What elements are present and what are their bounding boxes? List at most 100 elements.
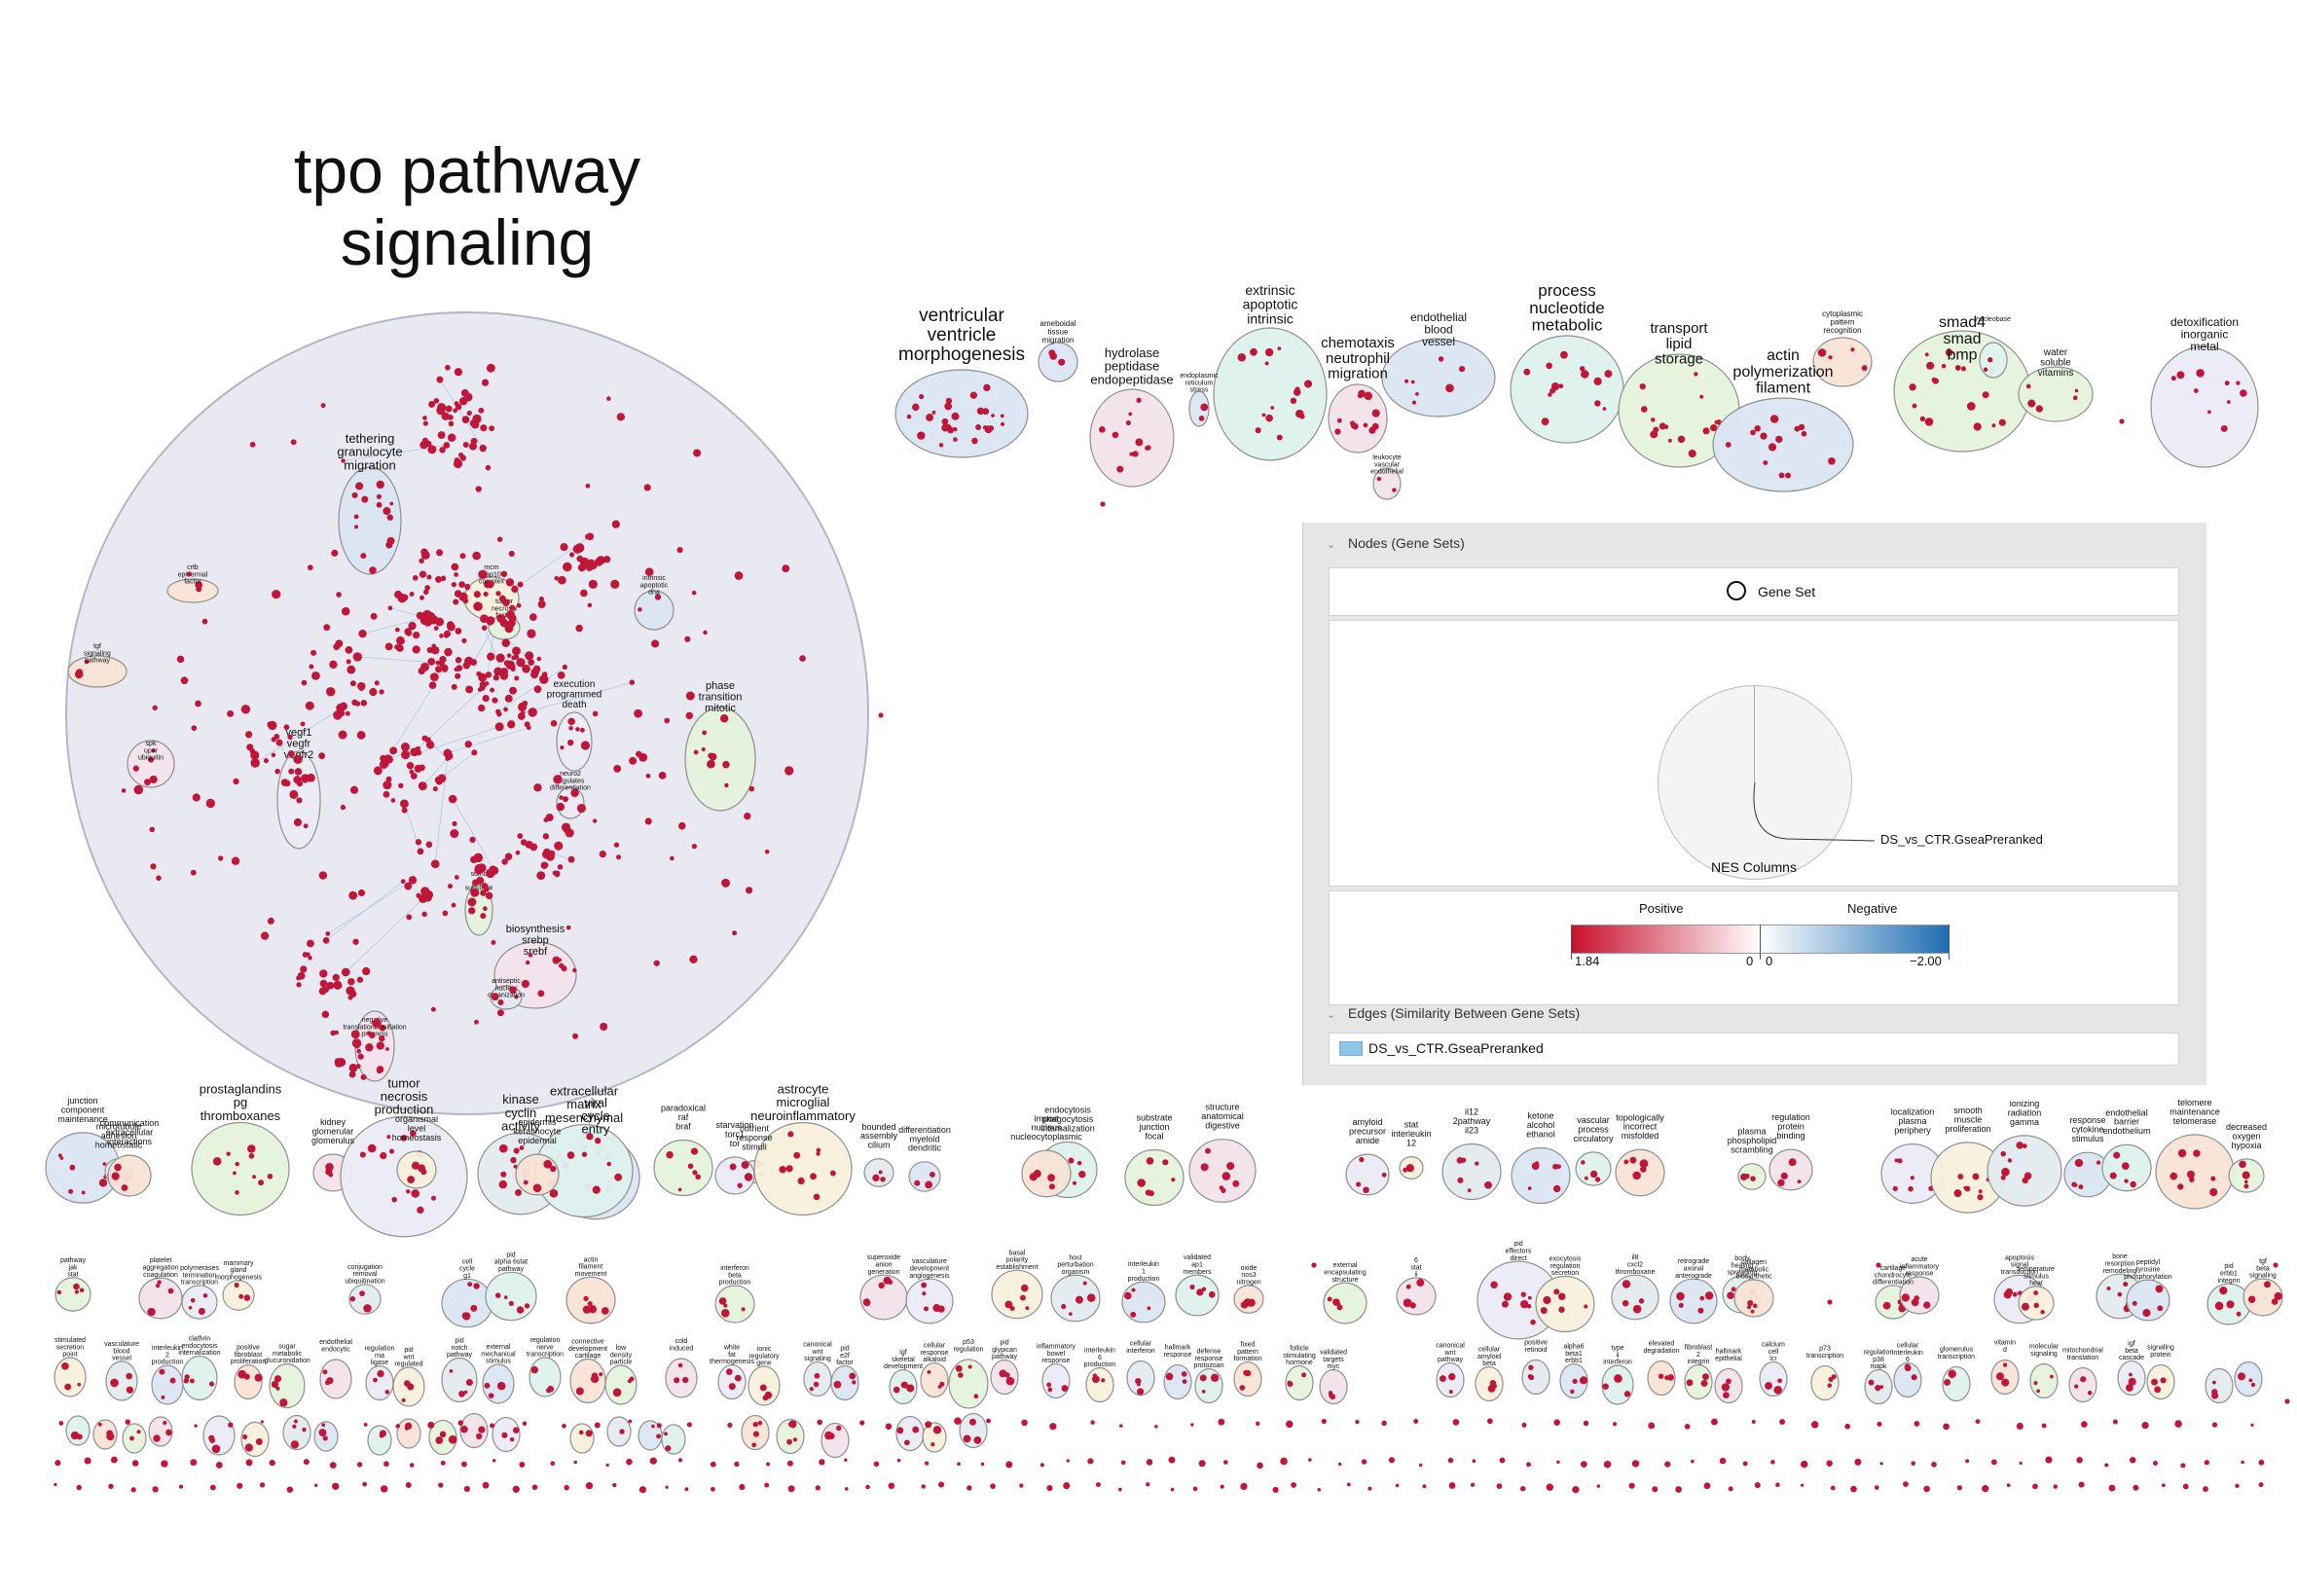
singleton-node xyxy=(2141,1421,2149,1430)
cluster-node xyxy=(1467,1188,1472,1192)
gene-set-node xyxy=(307,564,313,571)
singleton-node xyxy=(130,1487,136,1493)
gene-set-node xyxy=(592,818,598,823)
cluster-label: organismal level homeostasis xyxy=(392,1114,442,1143)
gene-set-node xyxy=(430,646,440,655)
singleton-node xyxy=(438,1482,444,1488)
gene-set-node xyxy=(231,856,240,865)
bottom-cluster xyxy=(1615,1148,1665,1197)
cluster-node xyxy=(106,1430,114,1437)
main-cluster-circle[interactable] xyxy=(65,311,869,1115)
gene-set-node xyxy=(522,664,530,673)
gene-set-node xyxy=(338,730,347,740)
gene-set-node xyxy=(272,589,281,599)
cluster-node xyxy=(1404,379,1409,383)
singleton-node xyxy=(1583,1420,1589,1427)
cluster-node xyxy=(418,1164,426,1173)
cluster-node xyxy=(1699,394,1704,399)
cluster-node xyxy=(149,775,158,783)
cluster-node xyxy=(1523,368,1531,376)
gene-set-node xyxy=(485,671,492,678)
gene-set-node xyxy=(398,782,404,788)
top-cluster xyxy=(1328,383,1388,453)
singleton-node xyxy=(2045,1456,2053,1464)
gene-set-node xyxy=(492,674,499,681)
nodes-section-header[interactable]: ⌄ Nodes (Gene Sets) xyxy=(1327,535,1465,551)
network-edge xyxy=(254,707,343,764)
cluster-node xyxy=(953,426,958,432)
cluster-node xyxy=(1978,1189,1983,1194)
cluster-node xyxy=(1702,1373,1709,1381)
gene-set-node xyxy=(600,1022,608,1031)
cluster-node xyxy=(512,1427,520,1433)
gene-set-node xyxy=(275,739,283,746)
singleton-nodes[interactable] xyxy=(54,386,2290,1494)
gene-set-node xyxy=(528,953,533,958)
cluster-node xyxy=(587,1301,593,1307)
main-cluster-nodes[interactable] xyxy=(121,363,806,1080)
cluster-node xyxy=(1171,1178,1176,1182)
bottom-cluster xyxy=(367,1425,392,1456)
cluster-node xyxy=(2129,1372,2133,1377)
cluster-node xyxy=(2220,424,2228,432)
gene-set-clusters[interactable] xyxy=(45,327,2283,1459)
cluster-node xyxy=(878,1170,883,1175)
gene-set-legend-box: Gene Set xyxy=(1329,567,2179,616)
cluster-label: prostaglandins pg thromboxanes xyxy=(200,1082,282,1123)
cluster-node xyxy=(235,1190,239,1195)
cluster-node xyxy=(1960,366,1966,372)
cluster-label: vasculature development angiogenesis xyxy=(909,1258,950,1280)
singleton-node xyxy=(1418,1463,1423,1468)
gene-set-node xyxy=(422,617,433,627)
cluster-node xyxy=(559,962,565,969)
cluster-node xyxy=(1584,1304,1588,1309)
cluster-label: cell cycle g1 xyxy=(459,1258,475,1280)
cluster-node xyxy=(1640,406,1648,413)
cluster-node xyxy=(878,1282,885,1289)
bottom-cluster xyxy=(665,1358,698,1398)
singleton-node xyxy=(409,1463,415,1468)
singleton-node xyxy=(1198,1460,1206,1468)
gene-set-node xyxy=(422,609,432,620)
gene-set-node xyxy=(616,413,625,421)
singleton-node xyxy=(1452,1419,1460,1426)
bottom-cluster xyxy=(1163,1363,1192,1400)
cluster-node xyxy=(148,756,155,763)
gene-set-node xyxy=(435,660,441,666)
singleton-node xyxy=(764,1482,770,1488)
gene-set-node xyxy=(558,575,566,585)
cluster-node xyxy=(360,553,367,560)
chevron-down-icon[interactable]: ⌄ xyxy=(1327,539,1336,551)
cluster-node xyxy=(958,1372,964,1378)
cluster-node xyxy=(1061,1303,1067,1310)
cluster-node xyxy=(1356,1181,1362,1187)
gene-set-node xyxy=(326,687,334,695)
gene-set-node xyxy=(240,705,251,714)
top-cluster xyxy=(1381,338,1496,417)
cluster-node xyxy=(190,1297,196,1303)
bottom-cluster xyxy=(396,1418,421,1449)
cluster-node xyxy=(1558,1306,1565,1313)
edges-section-header[interactable]: ⌄ Edges (Similarity Between Gene Sets) xyxy=(1327,1005,1580,1021)
bottom-cluster xyxy=(396,1150,437,1189)
cluster-node xyxy=(155,1283,161,1288)
gene-set-node xyxy=(394,643,401,650)
cluster-label: process nucleotide metabolic xyxy=(1529,281,1605,335)
gene-set-node xyxy=(651,639,660,648)
cluster-node xyxy=(677,1362,683,1368)
gene-set-node xyxy=(585,483,591,489)
network-edge xyxy=(439,379,484,449)
cluster-node xyxy=(824,1431,833,1440)
cluster-node xyxy=(588,1305,598,1314)
cluster-node xyxy=(2000,1175,2006,1180)
cluster-node xyxy=(2247,1295,2256,1303)
cluster-node xyxy=(318,1429,327,1437)
cluster-node xyxy=(1688,449,1696,458)
chevron-down-icon[interactable]: ⌄ xyxy=(1327,1009,1336,1021)
gene-set-node xyxy=(429,672,439,682)
main-subcluster xyxy=(684,707,756,812)
cluster-node xyxy=(385,1047,389,1051)
gene-set-node xyxy=(613,764,622,773)
cluster-node xyxy=(1579,1376,1588,1385)
